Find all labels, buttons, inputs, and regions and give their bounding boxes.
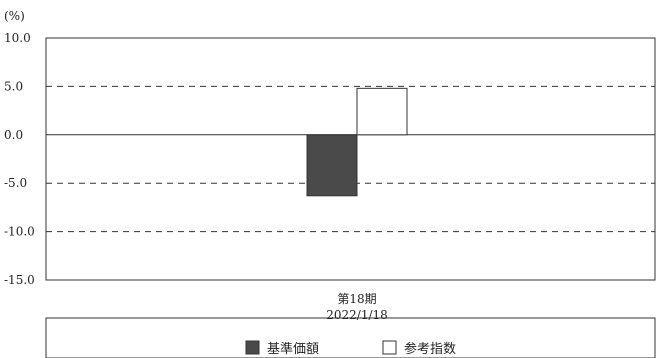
y-tick-label: -10.0 — [4, 225, 35, 239]
legend-swatch — [245, 340, 260, 355]
x-category-label: 第18期 — [337, 292, 376, 306]
y-tick-label: -15.0 — [4, 273, 35, 287]
y-tick-label: 5.0 — [4, 79, 23, 93]
y-tick-label: 10.0 — [4, 31, 31, 45]
bar-nav — [306, 134, 358, 197]
y-tick-label: -5.0 — [4, 176, 27, 190]
legend-box — [45, 317, 656, 358]
legend-swatch — [382, 340, 397, 355]
legend: 基準価額 参考指数 — [245, 340, 456, 357]
legend-label: 基準価額 — [267, 341, 319, 357]
legend-label: 参考指数 — [404, 341, 456, 357]
y-axis-ticks: 10.0 5.0 0.0 -5.0 -10.0 -15.0 — [4, 31, 35, 287]
plot-frame — [45, 37, 656, 281]
x-category-date-label: 2022/1/18 — [326, 308, 388, 322]
y-unit-label: (%) — [4, 9, 25, 23]
bars — [306, 87, 408, 197]
bar-reference-index — [356, 87, 408, 136]
y-tick-label: 0.0 — [4, 128, 23, 142]
